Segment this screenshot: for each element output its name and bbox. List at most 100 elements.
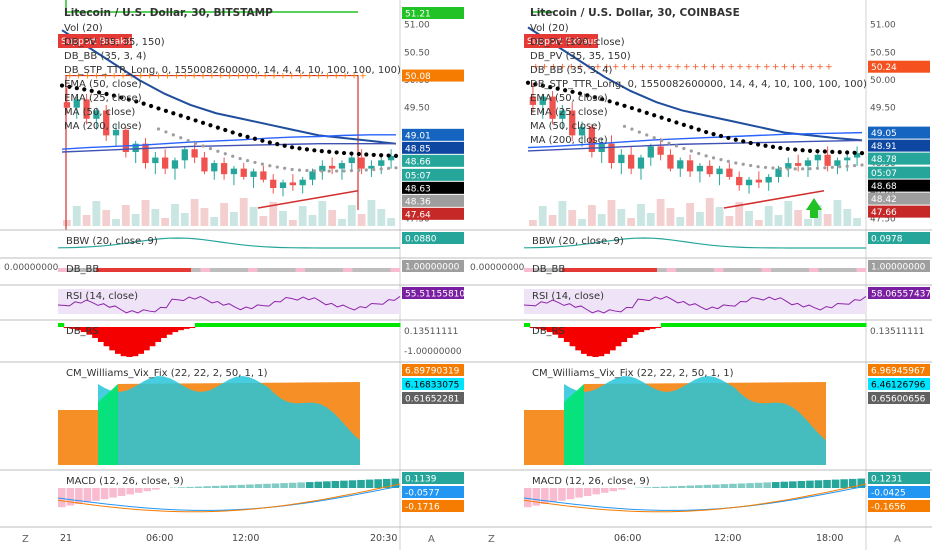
stop-dot (682, 123, 686, 127)
volume-bar (745, 211, 753, 226)
dbbb-segment (809, 268, 819, 272)
indicator-legend: EMA (50, close) (64, 79, 142, 90)
dbbb-segment (838, 268, 848, 272)
dbrs-positive-bar (667, 323, 673, 327)
grey-dot (771, 166, 774, 169)
volume-bar (83, 215, 91, 226)
pane-badge: 58.06557437 (868, 287, 931, 300)
right-chart-canvas[interactable]: ++++++++++++++++++++++++++++++++++Suppor… (466, 0, 932, 550)
stop-dot (260, 139, 264, 143)
candle-body (736, 177, 742, 185)
grey-dot (749, 164, 752, 167)
candle-body (221, 163, 227, 174)
dbrs-negative-bar (632, 327, 638, 335)
dbrs-positive-bar (843, 323, 849, 327)
dbbb-segment (638, 268, 648, 272)
macd-histogram-bar (203, 486, 211, 488)
volume-bar (647, 213, 655, 226)
dbrs-negative-bar (115, 327, 121, 354)
dbbb-segment (343, 268, 353, 272)
macd-histogram-bar (58, 488, 66, 507)
dbrs-positive-bar (718, 323, 724, 327)
macd-histogram-bar (738, 483, 746, 488)
candle-body (152, 158, 158, 164)
left-chart[interactable]: ++++++++++++++++++++++++++++++++++Suppor… (0, 0, 466, 550)
stop-dot (357, 152, 361, 156)
pane-rsi: RSI (14, close)40.0000000055.51155810 (0, 285, 466, 314)
dbbb-segment (857, 268, 867, 272)
grey-dot (645, 133, 648, 136)
grey-dot (342, 169, 345, 172)
dbrs-positive-bar (781, 323, 787, 327)
macd-histogram-bar (704, 485, 712, 488)
volume-bar (171, 204, 179, 226)
grey-dot (623, 125, 626, 128)
dbrs-negative-bar (627, 327, 633, 338)
pane-badge: 0.1231 (868, 472, 930, 485)
dbrs-positive-bar (343, 323, 349, 327)
db-bb-plus-marker: + (825, 63, 833, 73)
dbrs-negative-bar (581, 327, 587, 354)
dbrs-positive-bar (360, 323, 366, 327)
pane-badge-label: 6.16833075 (405, 381, 459, 391)
stop-dot (719, 134, 723, 138)
price-badge-label: 50.08 (405, 72, 431, 82)
dbrs-positive-bar (798, 323, 804, 327)
stop-dot (756, 142, 760, 146)
dbbb-segment (695, 268, 705, 272)
dbrs-negative-bar (132, 327, 138, 356)
price-badge: 48.66 (402, 155, 464, 168)
dbrs-negative-bar (621, 327, 627, 342)
macd-histogram-bar (84, 488, 92, 502)
volume-bar (259, 216, 267, 226)
volume-bar (210, 217, 218, 226)
dbrs-positive-bar (741, 323, 747, 327)
volume-bar (368, 200, 376, 226)
dbbb-segment (277, 268, 287, 272)
zoom-corner-button: Z (22, 534, 29, 545)
stop-dot (327, 150, 331, 154)
db-bb-plus-marker: + (683, 63, 691, 73)
grey-dot (653, 136, 656, 139)
dbbb-segment (762, 268, 772, 272)
candle-body (211, 163, 217, 171)
volume-bar (112, 219, 120, 226)
dbrs-positive-bar (195, 323, 201, 327)
macd-histogram-bar (272, 483, 280, 488)
macd-histogram-bar (618, 488, 626, 490)
dbrs-positive-bar (275, 323, 281, 327)
grey-dot (705, 154, 708, 157)
pane-badge-label: 0.61652281 (405, 395, 459, 405)
time-axis-label: 18:00 (816, 533, 843, 544)
macd-histogram-bar (592, 488, 600, 494)
dbrs-negative-bar (149, 327, 155, 346)
dbrs-positive-bar (826, 323, 832, 327)
grey-dot (690, 149, 693, 152)
candle-body (309, 171, 315, 179)
volume-bar (309, 215, 317, 226)
left-chart-canvas[interactable]: ++++++++++++++++++++++++++++++++++Suppor… (0, 0, 466, 550)
dbbb-segment (315, 268, 325, 272)
volume-bar (328, 210, 336, 226)
dbbb-segment (667, 268, 677, 272)
dbrs-positive-bar (678, 323, 684, 327)
pane-badge: 6.96945967 (868, 364, 930, 377)
auto-scale-button: A (428, 534, 435, 545)
db-bb-plus-marker: + (781, 63, 789, 73)
auto-scale-button: A (894, 534, 901, 545)
volume-bar (230, 212, 238, 226)
dbbb-segment (847, 268, 857, 272)
right-chart[interactable]: ++++++++++++++++++++++++++++++++++Suppor… (466, 0, 932, 550)
dbbb-segment (229, 268, 239, 272)
price-badge-label: 05:07 (405, 171, 431, 181)
price-badge: 48.85 (402, 142, 464, 155)
price-badge-label: 48.91 (871, 142, 897, 152)
grey-dot (801, 167, 804, 170)
indicator-legend: EMA (50, close) (530, 93, 608, 104)
macd-histogram-bar (550, 488, 558, 502)
dbrs-negative-bar (126, 327, 132, 357)
grey-dot (350, 169, 353, 172)
volume-bar (794, 210, 802, 226)
volume-bar (804, 219, 812, 226)
candle-body (162, 158, 168, 169)
